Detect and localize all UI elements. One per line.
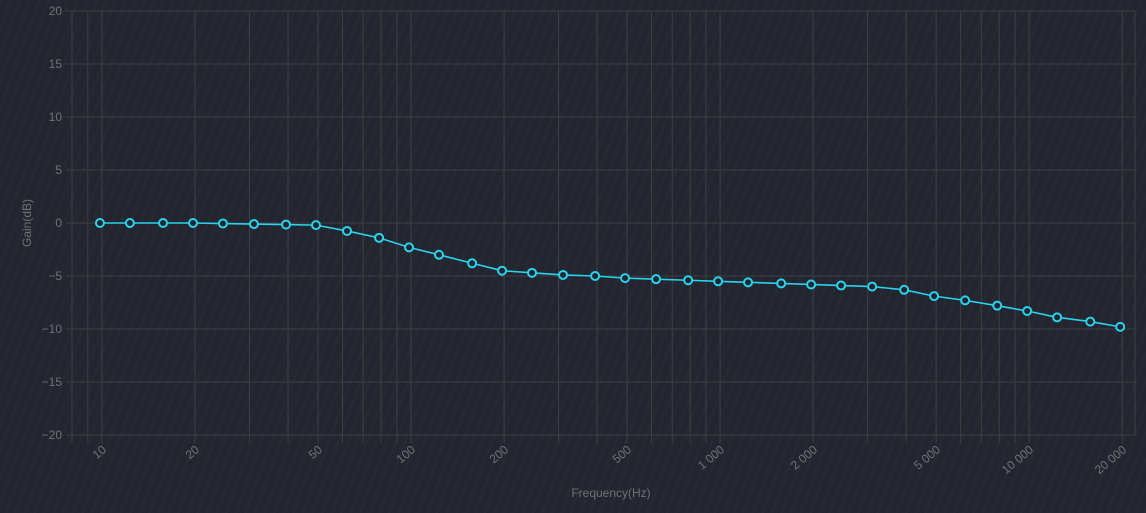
data-point [158,218,169,228]
grid [66,10,1136,443]
x-tick-label: 10 000 [999,442,1036,477]
y-tick-label: −5 [48,269,62,283]
data-point [713,276,724,287]
data-point [683,275,694,286]
y-tick-label: 0 [55,216,62,230]
data-point [1085,316,1096,327]
series [94,218,1126,332]
data-point [310,220,321,231]
data-point [806,279,817,290]
data-point [960,295,971,306]
x-tick-label: 20 [183,442,202,462]
data-point [281,219,292,230]
data-point [743,277,754,288]
x-tick-label: 1 000 [695,442,727,472]
data-point [992,300,1003,311]
data-point [836,280,847,291]
data-point [1115,321,1126,332]
y-tick-label: 5 [55,163,62,177]
x-tick-label: 10 [90,442,109,462]
x-tick-label: 2 000 [788,442,820,472]
data-point [590,271,601,281]
y-tick-label: −15 [42,375,63,389]
x-tick-label: 500 [610,442,635,466]
data-point [497,265,508,276]
series-line [99,222,1121,328]
data-point [124,218,135,228]
data-point [899,284,910,295]
x-tick-label: 100 [394,442,419,466]
y-axis: 20 15 10 5 0 −5 −10 −15 −20 [42,4,63,442]
data-point [620,273,631,284]
y-tick-label: 10 [49,110,63,124]
data-point [776,278,787,289]
x-axis: 10 20 50 100 200 500 1 000 2 000 5 000 10 000 20 0… [90,442,1130,477]
y-axis-label: Gain(dB) [20,199,34,247]
data-point [217,218,228,229]
x-tick-label: 5 000 [911,442,943,472]
data-point [1022,305,1033,316]
data-point [651,274,662,285]
y-tick-label: 20 [49,4,63,18]
x-tick-label: 50 [306,442,325,462]
y-tick-label: −10 [42,322,63,336]
data-point [187,218,198,228]
data-point [404,242,415,253]
x-tick-label: 200 [487,442,512,466]
y-tick-label: −20 [42,428,63,442]
x-axis-label: Frequency(Hz) [571,486,650,500]
data-point [433,249,444,260]
y-tick-label: 15 [49,57,63,71]
x-tick-label: 20 000 [1092,442,1129,477]
data-point [558,269,569,280]
data-point [929,291,940,302]
data-point [527,267,538,278]
data-point [342,225,353,236]
data-point [867,281,878,292]
data-point [467,258,478,269]
data-point [248,219,259,230]
data-point [94,218,105,228]
data-point [1052,312,1063,323]
data-point [374,232,385,243]
